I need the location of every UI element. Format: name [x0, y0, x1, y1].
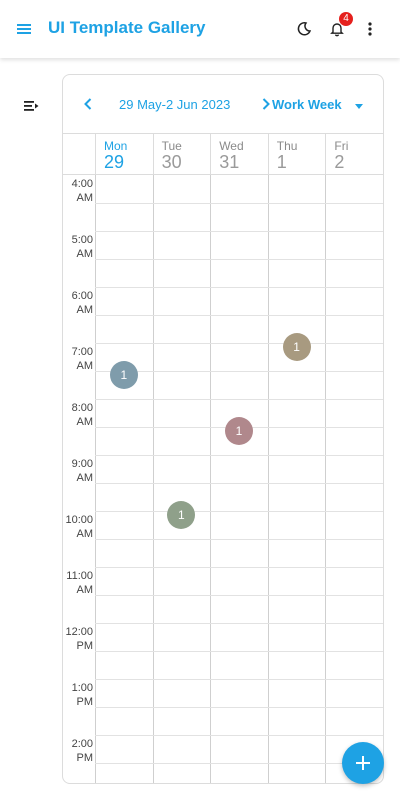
- event-marker[interactable]: 1: [167, 501, 196, 529]
- time-label: 11:00 AM: [66, 570, 93, 596]
- day-header-fri[interactable]: Fri 2: [325, 134, 383, 175]
- event-marker[interactable]: 1: [282, 333, 311, 361]
- column-divider: [152, 175, 154, 783]
- slot-divider: [95, 539, 383, 540]
- slot-divider: [95, 679, 383, 680]
- day-name: Fri: [334, 139, 349, 153]
- time-label: 10:00 AM: [65, 514, 93, 540]
- time-label: 5:00 AM: [71, 234, 93, 260]
- slot-divider: [95, 287, 383, 288]
- time-label: 8:00 AM: [71, 402, 93, 428]
- slot-divider: [95, 203, 383, 204]
- previous-button[interactable]: [79, 95, 97, 113]
- column-divider: [95, 175, 96, 783]
- time-grid: 4:00 AM 5:00 AM 6:00 AM 7:00 AM 8:00 AM 9:00 AM 10:0…: [63, 175, 383, 783]
- day-name: Wed: [219, 139, 244, 153]
- slot-divider: [95, 231, 383, 232]
- day-number: 31: [219, 152, 240, 172]
- caret-down-icon: [355, 103, 363, 109]
- slot-divider: [95, 567, 383, 568]
- time-label: 4:00 AM: [71, 178, 93, 204]
- slot-divider: [95, 735, 383, 736]
- notification-badge: 4: [339, 12, 353, 26]
- theme-toggle-button[interactable]: [292, 17, 316, 41]
- time-label: 1:00 PM: [71, 682, 93, 708]
- slot-divider: [95, 707, 383, 708]
- slot-divider: [95, 259, 383, 260]
- slot-divider: [95, 623, 383, 624]
- time-label: 12:00 PM: [65, 626, 93, 652]
- slot-divider: [95, 595, 383, 596]
- day-number: 29: [104, 152, 125, 172]
- slot-divider: [95, 371, 383, 372]
- slot-divider: [95, 483, 383, 484]
- event-marker[interactable]: 1: [225, 417, 253, 445]
- next-button[interactable]: [257, 95, 275, 113]
- scheduler-toolbar: 29 May-2 Jun 2023 Work Week: [63, 75, 383, 134]
- time-label: 7:00 AM: [71, 346, 93, 372]
- bell-icon: [330, 23, 344, 37]
- moon-icon: [297, 22, 312, 36]
- slot-divider: [95, 511, 383, 512]
- day-header-mon[interactable]: Mon 29: [95, 134, 153, 175]
- column-divider: [325, 175, 327, 783]
- day-header-thu[interactable]: Thu 1: [267, 134, 326, 175]
- app-bar: UI Template Gallery 4: [0, 0, 400, 58]
- add-event-button[interactable]: [342, 742, 384, 784]
- view-selector[interactable]: Work Week: [272, 97, 342, 112]
- day-name: Thu: [276, 139, 298, 153]
- day-header-tue[interactable]: Tue 30: [152, 134, 211, 175]
- event-marker[interactable]: 1: [109, 361, 138, 389]
- view-dropdown-button[interactable]: [352, 99, 366, 113]
- day-name: Tue: [161, 139, 182, 153]
- day-number: 30: [161, 152, 182, 172]
- day-name: Mon: [104, 139, 128, 153]
- menu-icon: [17, 24, 31, 34]
- slot-divider: [95, 315, 383, 316]
- sidebar-toggle-button[interactable]: [22, 96, 42, 116]
- slot-divider: [95, 651, 383, 652]
- slot-divider: [95, 343, 383, 344]
- day-number: 2: [334, 152, 345, 172]
- more-options-button[interactable]: [358, 17, 382, 41]
- time-label: 9:00 AM: [71, 458, 93, 484]
- chevron-right-icon: [262, 98, 270, 110]
- app-title: UI Template Gallery: [48, 18, 206, 37]
- time-label: 2:00 PM: [71, 738, 93, 764]
- slot-divider: [95, 763, 383, 764]
- notifications-button[interactable]: 4: [325, 12, 353, 41]
- plus-icon: [356, 756, 370, 770]
- day-header-row: Mon 29 Tue 30 Wed 31 Thu 1 Fri 2: [63, 134, 383, 175]
- day-header-wed[interactable]: Wed 31: [210, 134, 268, 175]
- column-divider: [210, 175, 212, 783]
- more-vert-icon: [368, 22, 372, 36]
- slot-divider: [95, 455, 383, 456]
- chevron-left-icon: [84, 98, 92, 110]
- time-label: 6:00 AM: [71, 290, 93, 316]
- column-divider: [267, 175, 269, 783]
- day-number: 1: [276, 152, 287, 172]
- sidebar-toggle-icon: [24, 101, 39, 111]
- date-range-button[interactable]: 29 May-2 Jun 2023: [119, 97, 231, 112]
- scheduler: 29 May-2 Jun 2023 Work Week Mon 29 Tue 30 We…: [62, 74, 384, 784]
- menu-button[interactable]: [12, 17, 36, 41]
- slot-divider: [95, 399, 383, 400]
